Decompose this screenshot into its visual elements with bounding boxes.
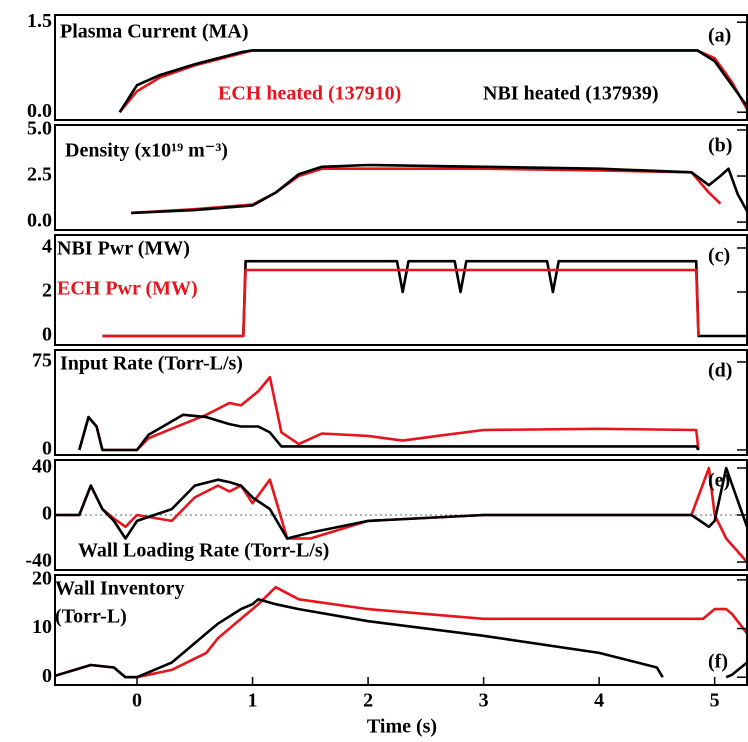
panel-label: (e) bbox=[708, 470, 730, 492]
legend-label: NBI Pwr (MW) bbox=[57, 238, 190, 260]
y-tick-label: 0 bbox=[42, 324, 52, 346]
panel-title: Wall Loading Rate (Torr-L/s) bbox=[78, 540, 329, 562]
panel-subtitle: (Torr-L) bbox=[55, 606, 127, 628]
panel-label: (b) bbox=[708, 135, 732, 157]
y-tick-label: 2.5 bbox=[27, 164, 52, 186]
panel-frame bbox=[54, 124, 748, 231]
panel-title: Density (x10¹⁹ m⁻³) bbox=[65, 140, 228, 162]
data-line bbox=[55, 598, 747, 679]
x-tick-label: 1 bbox=[248, 690, 258, 712]
legend-label: ECH heated (137910) bbox=[218, 83, 401, 105]
y-tick-label: 2 bbox=[42, 280, 52, 302]
data-line bbox=[55, 466, 747, 563]
panel-frame bbox=[54, 234, 748, 346]
data-line bbox=[102, 259, 747, 338]
y-tick-label: 4 bbox=[42, 236, 52, 258]
x-tick-label: 0 bbox=[132, 690, 142, 712]
y-tick-label: 20 bbox=[32, 567, 52, 589]
y-tick-label: 1.5 bbox=[27, 10, 52, 32]
x-tick-label: 2 bbox=[363, 690, 373, 712]
panel-label: (d) bbox=[708, 360, 732, 382]
panel: 0 2 4 (c) NBI Pwr (MW) ECH Pwr (MW) bbox=[42, 234, 748, 346]
panel: 0 75 Input Rate (Torr-L/s) (d) bbox=[32, 349, 748, 460]
data-line bbox=[78, 413, 700, 452]
legend-label: NBI heated (137939) bbox=[483, 83, 659, 105]
y-tick-label: 0 bbox=[42, 503, 52, 525]
panel-frame bbox=[54, 14, 748, 121]
y-tick-label: 5.0 bbox=[27, 118, 52, 140]
panel-frame bbox=[54, 574, 748, 686]
panel: -40 0 40 Wall Loading Rate (Torr-L/s) (e) bbox=[25, 456, 748, 572]
y-tick-label: 0 bbox=[42, 665, 52, 687]
y-tick-label: 0.0 bbox=[27, 210, 52, 232]
x-tick-label: 5 bbox=[710, 690, 720, 712]
panel: 0.0 2.5 5.0 Density (x10¹⁹ m⁻³) (b) bbox=[27, 118, 748, 232]
y-tick-label: -40 bbox=[25, 550, 52, 572]
y-tick-label: 0 bbox=[42, 438, 52, 460]
data-line bbox=[55, 466, 747, 540]
y-tick-label: 75 bbox=[32, 350, 52, 372]
panel: 0.0 1.5 Plasma Current (MA) (a) ECH heated (… bbox=[27, 10, 748, 122]
panel-title: Input Rate (Torr-L/s) bbox=[60, 353, 243, 375]
data-line bbox=[78, 375, 700, 452]
panel-label: (f) bbox=[708, 651, 728, 673]
panel-label: (c) bbox=[708, 245, 730, 267]
y-tick-label: 0.0 bbox=[27, 100, 52, 122]
x-tick-label: 4 bbox=[594, 690, 604, 712]
x-axis-label: Time (s) bbox=[367, 716, 437, 738]
data-line bbox=[131, 167, 722, 215]
data-line bbox=[131, 163, 747, 215]
y-tick-label: 10 bbox=[32, 616, 52, 638]
panel: 0 10 20 Wall Inventory (Torr-L) (f) 0 1 2 3 4 5 Time… bbox=[32, 567, 748, 738]
x-tick-label: 3 bbox=[479, 690, 489, 712]
y-tick-label: 40 bbox=[32, 456, 52, 478]
data-line bbox=[118, 49, 747, 113]
panel-title: Wall Inventory bbox=[55, 578, 184, 600]
panel-frame bbox=[54, 349, 748, 456]
legend-label: ECH Pwr (MW) bbox=[57, 278, 198, 300]
panel-title: Plasma Current (MA) bbox=[60, 21, 248, 43]
panel-label: (a) bbox=[708, 25, 731, 47]
data-line bbox=[102, 268, 700, 338]
